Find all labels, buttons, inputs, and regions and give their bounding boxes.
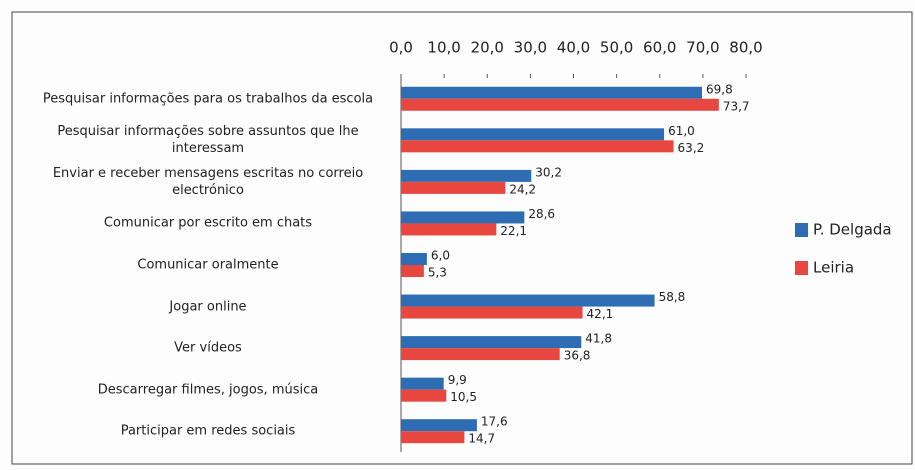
bar: [401, 211, 525, 224]
category-label: Participar em redes sociais: [120, 423, 296, 439]
bar: [401, 265, 424, 277]
value-label: 63,2: [678, 141, 705, 155]
x-tick-label: 30,0: [514, 39, 547, 57]
value-label: 10,5: [450, 390, 477, 404]
legend-label: P. Delgada: [813, 221, 892, 239]
x-tick-label: 60,0: [643, 39, 676, 57]
bar: [401, 140, 674, 153]
bar: [401, 419, 477, 432]
value-label: 17,6: [481, 415, 508, 429]
bar: [401, 98, 719, 111]
value-label: 30,2: [535, 165, 562, 179]
legend-swatch: [795, 223, 808, 237]
x-tick-label: 50,0: [600, 39, 633, 57]
category-label: Ver vídeos: [174, 340, 242, 356]
value-label: 58,8: [659, 290, 686, 304]
category-label: Jogar online: [169, 299, 247, 315]
x-tick-label: 10,0: [427, 39, 460, 57]
legend-label: Leiria: [813, 259, 854, 277]
frame: [11, 11, 913, 465]
value-label: 5,3: [428, 266, 447, 280]
x-tick-label: 0,0: [389, 39, 413, 57]
value-label: 73,7: [723, 99, 750, 113]
category-label: Pesquisar informações sobre assuntos que…: [57, 124, 359, 157]
bar: [401, 306, 583, 319]
bar: [401, 169, 532, 182]
bar: [401, 294, 655, 307]
category-label: Comunicar por escrito em chats: [103, 215, 313, 231]
bar: [401, 128, 665, 141]
bar: [401, 181, 506, 194]
bar: [401, 253, 427, 265]
bar: [401, 223, 497, 236]
x-tick-label: 20,0: [471, 39, 504, 57]
bar: [401, 377, 444, 390]
legend-swatch: [795, 261, 808, 275]
category-label: Enviar e receber mensagens escritas no c…: [52, 165, 364, 198]
bar: [401, 431, 465, 444]
value-label: 36,8: [564, 349, 591, 363]
bar: [401, 389, 447, 402]
value-label: 69,8: [706, 82, 733, 96]
value-label: 9,9: [448, 373, 467, 387]
value-label: 22,1: [500, 224, 527, 238]
value-label: 14,7: [468, 432, 495, 446]
bar: [401, 348, 560, 361]
value-label: 24,2: [509, 182, 536, 196]
category-label: Comunicar oralmente: [137, 257, 279, 273]
category-label: Pesquisar informações para os trabalhos …: [42, 91, 374, 107]
bar: [401, 336, 582, 349]
x-tick-label: 40,0: [557, 39, 590, 57]
x-tick-label: 70,0: [686, 39, 719, 57]
value-label: 61,0: [668, 124, 695, 138]
category-label: Descarregar filmes, jogos, música: [97, 382, 319, 398]
value-label: 6,0: [431, 249, 450, 263]
x-tick-label: 80,0: [729, 39, 762, 57]
value-label: 42,1: [587, 307, 614, 321]
value-label: 28,6: [528, 207, 555, 221]
bar: [401, 86, 703, 99]
value-label: 41,8: [585, 332, 612, 346]
